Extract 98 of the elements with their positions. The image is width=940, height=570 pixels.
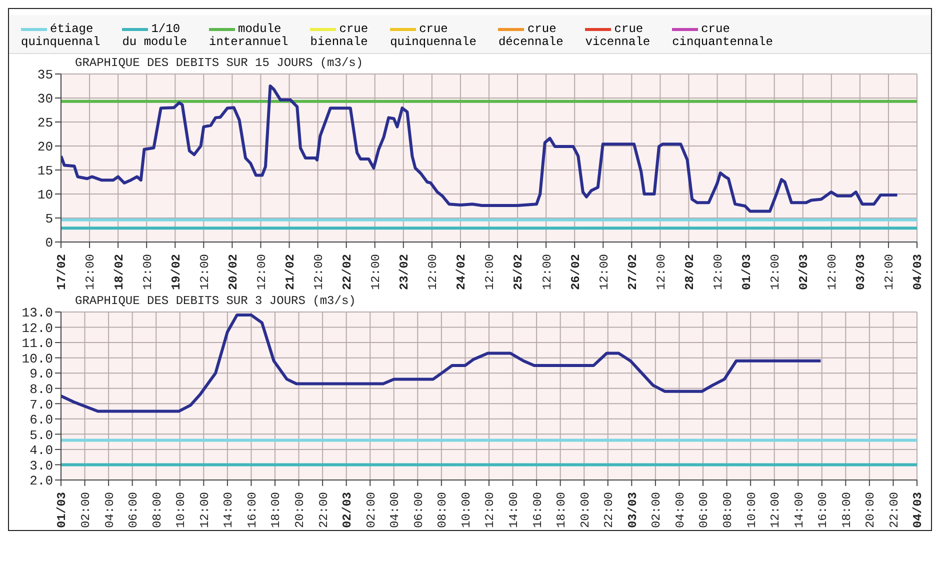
x-tick-label: 12:00 [198, 254, 212, 290]
x-tick-label: 16:00 [245, 492, 260, 528]
y-tick-label: 11.0 [22, 336, 53, 352]
y-tick-label: 4.0 [30, 443, 53, 458]
x-tick-label: 10:00 [459, 492, 474, 528]
x-tick-label: 20:00 [864, 492, 878, 528]
y-tick-label: 15 [37, 164, 53, 179]
legend-label: crue cinquantennale [672, 22, 773, 49]
x-tick-label: 20:00 [578, 492, 592, 528]
x-tick-label: 23/02 [398, 254, 412, 290]
y-tick-label: 7.0 [30, 397, 53, 412]
x-tick-label: 06:00 [412, 492, 426, 528]
x-tick-label: 04:00 [673, 492, 688, 528]
x-tick-label: 12:00 [540, 254, 554, 290]
x-tick-label: 22:00 [316, 492, 331, 528]
x-tick-label: 02/03 [797, 254, 812, 290]
x-tick-label: 18/02 [112, 254, 126, 290]
y-tick-label: 9.0 [30, 366, 53, 382]
x-tick-label: 12:00 [768, 492, 783, 528]
legend-label: étiage quinquennal [21, 22, 100, 49]
y-tick-label: 30 [37, 92, 53, 107]
x-tick-label: 10:00 [174, 492, 188, 528]
x-tick-label: 18:00 [269, 492, 284, 528]
y-tick-label: 3.0 [30, 458, 53, 474]
x-tick-label: 04/03 [911, 254, 926, 290]
legend-label: 1/10 du module [122, 22, 188, 49]
x-tick-label: 12:00 [369, 254, 384, 290]
x-tick-label: 28/02 [682, 254, 697, 290]
x-tick-label: 08:00 [436, 492, 450, 528]
x-tick-label: 08:00 [720, 492, 735, 528]
legend-label: crue décennale [498, 22, 564, 49]
x-tick-label: 12:00 [768, 254, 783, 290]
x-tick-label: 19/02 [169, 254, 184, 290]
y-tick-label: 6.0 [30, 412, 53, 428]
x-tick-label: 02:00 [650, 492, 664, 528]
legend-label: module interannuel [209, 22, 288, 49]
x-tick-label: 14:00 [792, 492, 806, 528]
x-tick-label: 12:00 [826, 254, 840, 290]
x-tick-label: 12:00 [312, 254, 326, 290]
x-tick-label: 18:00 [840, 492, 854, 528]
x-tick-label: 12:00 [483, 492, 498, 528]
x-tick-label: 12:00 [254, 254, 269, 290]
y-tick-label: 35 [37, 68, 53, 83]
y-tick-label: 8.0 [30, 382, 53, 397]
x-tick-label: 12:00 [711, 254, 726, 290]
x-tick-label: 17/02 [55, 254, 70, 290]
y-tick-label: 0 [45, 236, 53, 251]
y-tick-label: 2.0 [30, 474, 53, 489]
x-tick-label: 12:00 [882, 254, 897, 290]
x-tick-label: 02:00 [78, 492, 93, 528]
x-tick-label: 03/03 [626, 492, 640, 528]
x-tick-label: 04:00 [102, 492, 117, 528]
y-tick-label: 10.0 [22, 351, 53, 366]
x-tick-label: 06:00 [126, 492, 141, 528]
x-tick-label: 22/02 [340, 254, 355, 290]
x-tick-label: 24/02 [454, 254, 469, 290]
legend-label: crue quinquennale [390, 22, 476, 49]
x-tick-label: 22:00 [887, 492, 902, 528]
x-tick-label: 03/03 [854, 254, 868, 290]
x-tick-label: 01/03 [55, 492, 70, 528]
x-tick-label: 21/02 [283, 254, 298, 290]
x-tick-label: 14:00 [506, 492, 521, 528]
x-tick-label: 27/02 [626, 254, 640, 290]
x-tick-label: 01/03 [740, 254, 754, 290]
x-tick-label: 04:00 [388, 492, 402, 528]
x-tick-label: 08:00 [150, 492, 164, 528]
y-tick-label: 13.0 [22, 306, 53, 321]
x-tick-label: 12:00 [140, 254, 155, 290]
x-tick-label: 04/03 [911, 492, 926, 528]
x-tick-label: 18:00 [554, 492, 569, 528]
x-tick-label: 12:00 [426, 254, 440, 290]
x-tick-label: 12:00 [654, 254, 668, 290]
x-tick-label: 20/02 [226, 254, 240, 290]
legend-label: crue vicennale [585, 22, 650, 49]
chart-title: GRAPHIQUE DES DEBITS SUR 15 JOURS (m3/s) [75, 56, 364, 70]
x-tick-label: 25/02 [512, 254, 526, 290]
x-tick-label: 02:00 [364, 492, 378, 528]
x-tick-label: 20:00 [292, 492, 307, 528]
y-tick-label: 25 [37, 116, 53, 131]
x-tick-label: 10:00 [744, 492, 759, 528]
legend-label: crue biennale [310, 22, 368, 49]
x-tick-label: 12:00 [198, 492, 212, 528]
x-tick-label: 16:00 [530, 492, 545, 528]
x-tick-label: 06:00 [697, 492, 712, 528]
x-tick-label: 22:00 [602, 492, 616, 528]
x-tick-label: 12:00 [597, 254, 612, 290]
y-tick-label: 5 [45, 212, 53, 227]
chart-title: GRAPHIQUE DES DEBITS SUR 3 JOURS (m3/s) [75, 294, 356, 308]
y-tick-label: 12.0 [22, 320, 53, 336]
y-tick-label: 10 [37, 188, 53, 203]
y-tick-label: 20 [37, 140, 53, 155]
x-tick-label: 12:00 [84, 254, 98, 290]
x-tick-label: 14:00 [222, 492, 236, 528]
y-tick-label: 5.0 [30, 428, 53, 443]
x-tick-label: 26/02 [568, 254, 583, 290]
x-tick-label: 12:00 [483, 254, 498, 290]
x-tick-label: 02/03 [340, 492, 355, 528]
x-tick-label: 16:00 [816, 492, 830, 528]
